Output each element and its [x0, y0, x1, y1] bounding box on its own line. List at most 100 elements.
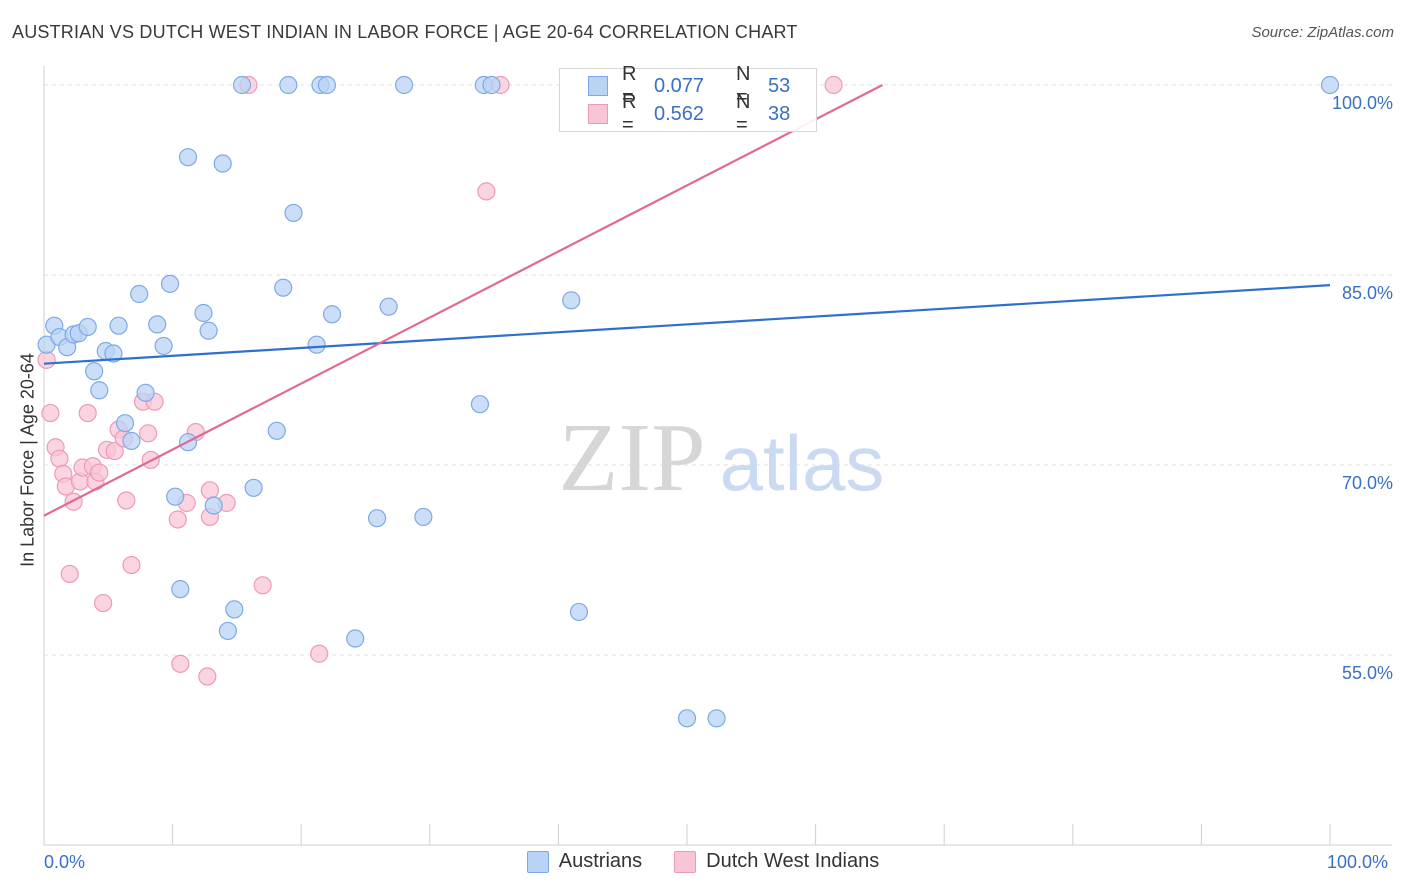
- y-tick-label: 55.0%: [1342, 663, 1393, 683]
- legend-item-austrians[interactable]: Austrians: [526, 850, 643, 873]
- watermark-zip: ZIP: [559, 404, 706, 512]
- data-point-austrians: [232, 75, 252, 95]
- data-point-dutch-west-indians: [64, 492, 83, 511]
- legend-label-dutch-west-indians: Dutch West Indians: [706, 850, 880, 872]
- x-axis-max-label: 100.0%: [1327, 852, 1389, 872]
- legend-swatch-dutch-west-indians: [588, 104, 608, 124]
- data-point-austrians: [470, 395, 490, 414]
- data-point-dutch-west-indians: [824, 75, 843, 95]
- legend-swatch-austrians: [588, 76, 608, 96]
- data-point-dutch-west-indians: [117, 491, 136, 510]
- data-point-austrians: [307, 335, 326, 354]
- legend-r-label: R =: [622, 91, 637, 136]
- data-point-dutch-west-indians: [198, 667, 217, 686]
- data-point-austrians: [148, 315, 167, 334]
- data-point-dutch-west-indians: [171, 654, 190, 673]
- legend-swatch-austrians: [526, 850, 549, 873]
- data-point-austrians: [346, 629, 365, 648]
- data-point-austrians: [136, 383, 155, 402]
- data-point-austrians: [130, 284, 149, 304]
- watermark-atlas: atlas: [720, 419, 885, 507]
- data-point-austrians: [1320, 75, 1340, 95]
- x-axis-min-label: 0.0%: [44, 852, 86, 872]
- y-tick-labels: 55.0% 70.0% 85.0% 100.0%: [1332, 93, 1393, 683]
- data-point-austrians: [367, 509, 387, 528]
- data-point-austrians: [104, 344, 123, 363]
- data-point-austrians: [115, 414, 135, 433]
- legend-r-label: R =: [622, 63, 637, 108]
- data-point-austrians: [379, 297, 398, 316]
- data-point-austrians: [322, 305, 342, 324]
- data-point-austrians: [166, 487, 185, 506]
- trend-line-dutch-west-indians: [43, 84, 883, 517]
- y-tick-label: 70.0%: [1342, 473, 1393, 493]
- data-point-austrians: [317, 75, 337, 95]
- data-point-austrians: [225, 600, 244, 619]
- legend-swatch-dutch-west-indians: [674, 850, 697, 873]
- legend-n-label: N =: [736, 91, 751, 136]
- legend-row-dutch-west-indians: R = 0.562 N = 38: [560, 91, 791, 136]
- data-point-austrians: [707, 709, 726, 728]
- legend-label-austrians: Austrians: [558, 850, 643, 872]
- data-point-austrians: [284, 203, 303, 223]
- data-point-dutch-west-indians: [253, 576, 272, 595]
- data-point-dutch-west-indians: [310, 644, 329, 663]
- data-point-dutch-west-indians: [78, 403, 97, 423]
- data-point-austrians: [178, 148, 198, 167]
- data-point-austrians: [394, 75, 414, 95]
- data-point-dutch-west-indians: [105, 441, 124, 461]
- data-point-dutch-west-indians: [60, 564, 79, 584]
- data-point-austrians: [267, 421, 286, 440]
- legend-row-austrians: R = 0.077 N = 53: [560, 63, 791, 108]
- data-point-austrians: [274, 278, 293, 297]
- chart-title: AUSTRIAN VS DUTCH WEST INDIAN IN LABOR F…: [12, 22, 798, 42]
- data-point-dutch-west-indians: [168, 510, 187, 529]
- trend-line-austrians: [43, 284, 1331, 365]
- data-point-austrians: [90, 381, 109, 400]
- data-point-austrians: [213, 154, 232, 173]
- data-point-austrians: [194, 303, 213, 323]
- data-point-austrians: [109, 316, 128, 335]
- data-point-austrians: [78, 317, 97, 337]
- data-point-austrians: [199, 321, 218, 340]
- data-point-austrians: [122, 431, 141, 451]
- legend-r-value: 0.562: [654, 102, 705, 125]
- data-point-dutch-west-indians: [50, 449, 69, 468]
- source-label: Source: ZipAtlas.com: [1251, 24, 1394, 41]
- correlation-legend: R = 0.077 N = 53 R = 0.562 N = 38: [559, 63, 817, 136]
- data-point-dutch-west-indians: [41, 403, 60, 423]
- legend-n-value: 38: [768, 102, 791, 125]
- data-point-dutch-west-indians: [200, 481, 219, 500]
- data-point-dutch-west-indians: [90, 463, 109, 482]
- data-point-austrians: [414, 507, 433, 527]
- legend-n-value: 53: [768, 74, 791, 97]
- data-point-dutch-west-indians: [37, 350, 56, 369]
- y-axis-label: In Labor Force | Age 20-64: [17, 353, 38, 567]
- data-point-dutch-west-indians: [139, 424, 158, 443]
- data-point-austrians: [244, 478, 263, 497]
- gridlines: [44, 84, 1392, 656]
- y-tick-label: 100.0%: [1332, 93, 1393, 113]
- legend-item-dutch-west-indians[interactable]: Dutch West Indians: [674, 850, 879, 873]
- data-point-austrians: [562, 291, 581, 310]
- data-point-dutch-west-indians: [94, 593, 113, 613]
- trend-lines: [43, 84, 1331, 517]
- data-point-austrians: [204, 496, 223, 515]
- y-tick-label: 85.0%: [1342, 283, 1393, 303]
- data-point-austrians: [218, 621, 237, 641]
- series-austrians: [37, 75, 1340, 728]
- axes: [43, 66, 1392, 846]
- data-point-austrians: [279, 75, 298, 95]
- legend-n-label: N =: [736, 63, 751, 108]
- data-point-austrians: [677, 709, 697, 728]
- series-legend: Austrians Dutch West Indians: [0, 850, 1406, 873]
- data-point-dutch-west-indians: [477, 182, 496, 201]
- data-point-austrians: [569, 602, 589, 622]
- data-point-austrians: [85, 362, 104, 381]
- legend-r-value: 0.077: [654, 74, 705, 97]
- data-point-austrians: [171, 580, 190, 599]
- watermark: ZIP atlas: [559, 404, 885, 512]
- data-point-austrians: [160, 274, 180, 293]
- data-point-austrians: [154, 336, 173, 356]
